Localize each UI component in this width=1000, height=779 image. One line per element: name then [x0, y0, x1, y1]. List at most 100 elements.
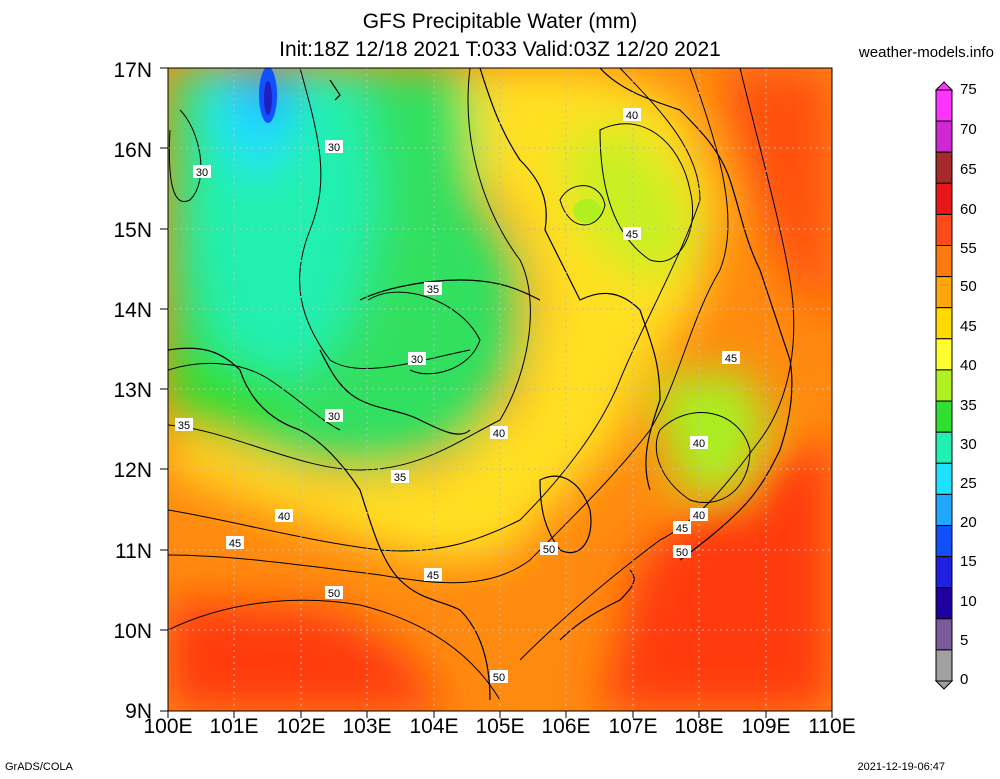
colorbar-swatch	[935, 369, 953, 402]
contour-label-text: 35	[178, 420, 190, 432]
colorbar-swatch	[935, 245, 953, 278]
colorbar-top-arrow	[934, 81, 954, 91]
contour-label-35b: 35	[175, 418, 193, 432]
contour-label-45e: 45	[424, 568, 442, 582]
contour-label-50a: 50	[540, 542, 558, 556]
lon-label: 102E	[276, 715, 326, 738]
colorbar-label: 50	[960, 278, 977, 295]
contour-label-text: 50	[328, 588, 340, 600]
colorbar-label: 15	[960, 553, 977, 570]
contour-label-text: 30	[196, 167, 208, 179]
contour-label-text: 50	[543, 544, 555, 556]
colorbar-label: 0	[960, 671, 969, 688]
lon-label: 107E	[608, 715, 658, 738]
site-credit: weather-models.info	[858, 44, 994, 61]
contour-label-40d: 40	[275, 509, 293, 523]
contour-label-50b: 50	[673, 545, 691, 559]
contour-label-45b: 45	[722, 351, 740, 365]
contour-label-30c: 30	[408, 352, 426, 366]
colorbar-label: 65	[960, 161, 977, 178]
lat-label: 17N	[113, 59, 152, 82]
contour-label-text: 45	[725, 353, 737, 365]
contour-label-text: 30	[411, 354, 423, 366]
grads-credit: GrADS/COLA	[5, 761, 73, 773]
contour-label-50c: 50	[325, 586, 343, 600]
lon-label: 106E	[541, 715, 591, 738]
contour-label-45c: 45	[673, 521, 691, 535]
colorbar-label: 5	[960, 632, 969, 649]
colorbar-swatch	[935, 213, 953, 246]
lon-label: 108E	[674, 715, 724, 738]
colorbar-swatch	[935, 525, 953, 558]
contour-label-30b: 30	[193, 165, 211, 179]
colorbar-bottom-arrow	[934, 680, 954, 690]
contour-lines	[168, 68, 795, 701]
colorbar-label: 60	[960, 201, 977, 218]
lon-label: 110E	[808, 715, 856, 738]
colorbar-swatch	[935, 556, 953, 589]
colorbar-swatch	[935, 400, 953, 433]
lon-label: 109E	[741, 715, 791, 738]
contour-label-35a: 35	[424, 282, 442, 296]
lon-label: 103E	[342, 715, 392, 738]
contour-label-text: 30	[328, 411, 340, 423]
contour-label-text: 40	[493, 428, 505, 440]
colorbar	[934, 81, 954, 690]
colorbar-label: 30	[960, 436, 977, 453]
contour-label-40c: 40	[690, 436, 708, 450]
colorbar-label: 25	[960, 475, 977, 492]
contour-label-text: 40	[693, 510, 705, 522]
contour-label-text: 40	[278, 511, 290, 523]
colorbar-swatch	[935, 182, 953, 215]
lon-label: 105E	[475, 715, 525, 738]
lat-label: 10N	[113, 620, 152, 643]
colorbar-swatch	[935, 120, 953, 153]
lat-label: 15N	[113, 219, 152, 242]
contour-labels: 30 30 30 30 35 35 35 40 40 40 40 40 45 4…	[175, 108, 740, 684]
generation-timestamp: 2021-12-19-06:47	[857, 761, 945, 773]
contour-label-40e: 40	[690, 508, 708, 522]
contour-label-40b: 40	[490, 426, 508, 440]
map-title-line1: GFS Precipitable Water (mm)	[362, 10, 638, 33]
contour-label-text: 45	[676, 523, 688, 535]
colorbar-swatch	[935, 587, 953, 620]
colorbar-label: 75	[960, 81, 977, 98]
lon-label: 100E	[143, 715, 193, 738]
coastlines-borders	[168, 68, 793, 701]
colorbar-label: 35	[960, 397, 977, 414]
contour-label-text: 45	[626, 229, 638, 241]
colorbar-swatch	[935, 618, 953, 651]
contour-label-text: 45	[427, 570, 439, 582]
contour-label-30a: 30	[325, 140, 343, 154]
lat-label: 11N	[115, 540, 152, 563]
contour-label-45a: 45	[623, 227, 641, 241]
lon-label: 104E	[409, 715, 459, 738]
colorbar-swatch	[935, 431, 953, 464]
contour-label-text: 35	[394, 472, 406, 484]
colorbar-label: 45	[960, 318, 977, 335]
contour-label-40a: 40	[623, 108, 641, 122]
colorbar-swatch	[935, 649, 953, 682]
colorbar-swatch	[935, 276, 953, 309]
lat-label: 16N	[113, 139, 152, 162]
axis-ticks	[160, 67, 833, 718]
colorbar-label: 20	[960, 514, 977, 531]
colorbar-swatch	[935, 338, 953, 371]
contour-label-35c: 35	[391, 470, 409, 484]
lat-label: 13N	[113, 379, 152, 402]
lon-label: 101E	[209, 715, 259, 738]
colorbar-swatch	[935, 89, 953, 122]
contour-label-text: 35	[427, 284, 439, 296]
map-title-line2: Init:18Z 12/18 2021 T:033 Valid:03Z 12/2…	[279, 38, 721, 61]
contour-label-30d: 30	[325, 409, 343, 423]
contour-label-text: 30	[328, 142, 340, 154]
contour-label-50d: 50	[490, 670, 508, 684]
contour-label-45d: 45	[226, 536, 244, 550]
contour-label-text: 45	[229, 538, 241, 550]
contour-label-text: 50	[676, 547, 688, 559]
colorbar-swatch	[935, 151, 953, 184]
colorbar-swatch	[935, 462, 953, 495]
contour-label-text: 40	[693, 438, 705, 450]
colorbar-swatch	[935, 307, 953, 340]
